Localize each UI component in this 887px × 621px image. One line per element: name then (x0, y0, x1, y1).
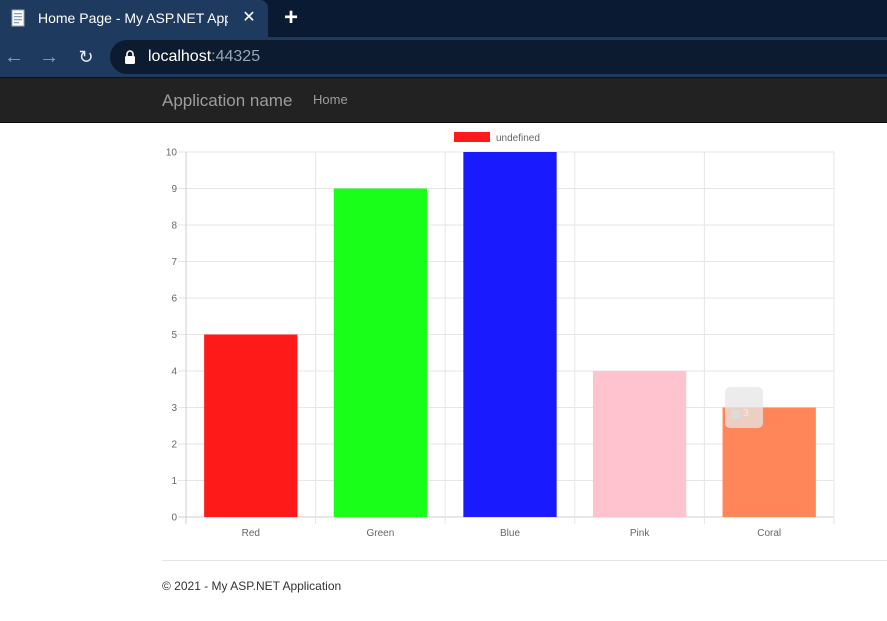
page-icon (11, 9, 25, 27)
url-text: localhost:44325 (148, 48, 260, 66)
navbar-brand[interactable]: Application name (162, 91, 293, 110)
browser-tab-strip: Home Page - My ASP.NET Applic ✕ + (0, 0, 887, 37)
y-tick-label: 0 (171, 513, 177, 524)
y-tick-label: 4 (171, 367, 177, 378)
y-tick-label: 2 (171, 440, 177, 451)
browser-toolbar: ← → ↻ localhost:44325 (0, 37, 887, 77)
footer-divider (162, 560, 887, 561)
bar-green (333, 188, 428, 517)
forward-arrow-icon[interactable]: → (39, 46, 59, 68)
lock-icon (125, 50, 135, 64)
footer-text: © 2021 - My ASP.NET Application (162, 579, 342, 593)
x-tick-label: Coral (757, 528, 781, 539)
bar-red (204, 334, 298, 517)
bar-chart: 0 1 2 3 4 5 6 7 8 9 10 Red Green Blue Pink Coral undefin… (150, 124, 850, 544)
y-tick-label: 5 (171, 330, 177, 341)
x-tick-label: Red (242, 528, 260, 539)
back-arrow-icon[interactable]: ← (4, 46, 24, 68)
tab-title: Home Page - My ASP.NET Applic (38, 10, 228, 26)
site-navbar: Application name Home (0, 77, 887, 123)
x-tick-label: Blue (500, 528, 520, 539)
browser-tab[interactable]: Home Page - My ASP.NET Applic ✕ (0, 0, 268, 37)
bar-pink (592, 371, 687, 517)
tooltip-value: 3 (743, 408, 749, 419)
tooltip-swatch (731, 410, 740, 419)
y-tick-label: 7 (171, 257, 177, 268)
y-tick-label: 10 (166, 148, 178, 159)
x-tick-label: Pink (630, 528, 650, 539)
address-bar[interactable]: localhost:44325 (110, 40, 887, 74)
y-tick-label: 8 (171, 221, 177, 232)
legend-swatch (454, 132, 490, 142)
legend-label: undefined (496, 133, 540, 144)
y-tick-label: 3 (171, 403, 177, 414)
bar-chart-svg: 0 1 2 3 4 5 6 7 8 9 10 Red Green Blue Pink Coral undefin… (166, 132, 835, 539)
y-tick-label: 6 (171, 294, 177, 305)
reload-icon[interactable]: ↻ (78, 47, 94, 67)
x-tick-label: Green (367, 528, 395, 539)
url-host: localhost (148, 48, 212, 65)
close-icon[interactable]: ✕ (242, 9, 256, 26)
bar-blue (463, 152, 557, 517)
chart-tooltip: 3 (725, 387, 763, 428)
y-tick-label: 1 (171, 476, 177, 487)
y-tick-label: 9 (171, 184, 177, 195)
nav-link-home[interactable]: Home (313, 92, 348, 107)
url-port: :44325 (211, 48, 261, 65)
new-tab-icon[interactable]: + (283, 4, 298, 31)
